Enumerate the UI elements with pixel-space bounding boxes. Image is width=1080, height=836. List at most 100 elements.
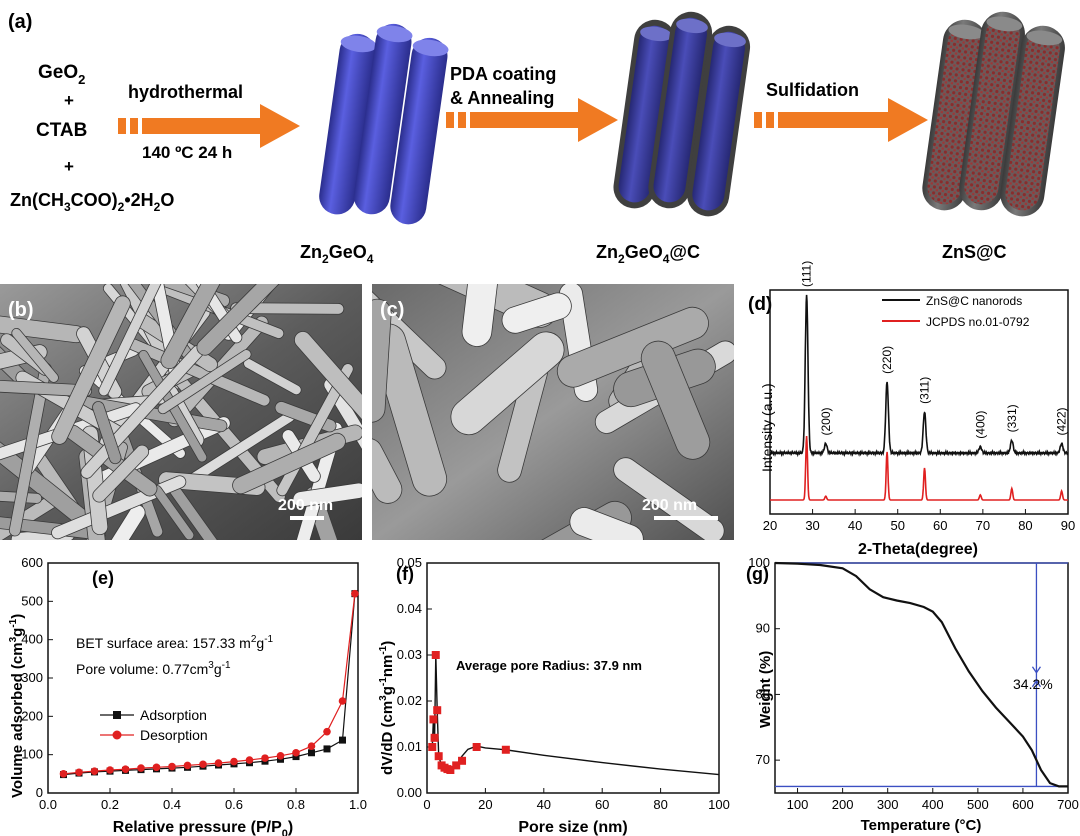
bet-y-tick-label: 400 (21, 632, 43, 647)
pore-point (429, 715, 438, 724)
bet-point-desorption (351, 589, 359, 598)
xrd-peak-label: (220) (880, 346, 894, 374)
sem-nanorod (569, 507, 644, 540)
pore-x-tick-label: 0 (423, 797, 430, 812)
sem-nanorod (100, 504, 146, 540)
bet-point-adsorption (292, 753, 300, 761)
tga-arrow-up (1031, 679, 1041, 688)
bet-point-desorption (338, 697, 347, 705)
sem-nanorod (160, 284, 235, 370)
panel-label-c: (c) (380, 299, 404, 321)
panel-label-e: (e) (92, 568, 114, 588)
sem-nanorod (294, 331, 362, 442)
bet-point-adsorption (323, 745, 331, 753)
bet-point-desorption (106, 766, 114, 774)
xrd-x-tick-label: 50 (890, 518, 904, 533)
bet-point-desorption (214, 759, 223, 767)
sem-nanorod (613, 457, 725, 540)
reagent-geo2: GeO2 (38, 62, 85, 87)
pore-markers (428, 651, 510, 774)
pore-annotation: Average pore Radius: 37.9 nm (456, 658, 642, 673)
sem-nanorod (501, 292, 572, 334)
panel-label-g: (g) (746, 564, 769, 584)
bet-legend-marker-adsorption (113, 711, 121, 719)
panel-d-xrd: (d) 20 30 40 50 60 70 80 90 (111) (200) (220) (311… (748, 261, 1075, 558)
reagent-ctab: CTAB (36, 120, 87, 141)
tga-y-tick-label: 100 (748, 555, 770, 570)
pore-point (452, 761, 461, 770)
xrd-legend-ref: JCPDS no.01-0792 (926, 315, 1030, 329)
pore-y-tick-label: 0.02 (397, 693, 422, 708)
tga-x-label: Temperature (°C) (861, 817, 982, 834)
bet-point-desorption (245, 756, 254, 764)
panel-g-tga: (g) 100 200 300 400 500 600 700 70 80 90 100 34.2%… (746, 555, 1079, 834)
sem-nanorod (196, 284, 322, 356)
xrd-x-tick-label: 30 (805, 518, 819, 533)
panel-b-sem: (b) 200 nm (0, 284, 362, 540)
xrd-x-tick-label: 60 (933, 518, 947, 533)
pore-y-tick-label: 0.05 (397, 555, 422, 570)
pore-x-label: Pore size (nm) (518, 819, 627, 836)
xrd-x-tick-label: 40 (848, 518, 862, 533)
xrd-reference-line (770, 435, 1068, 501)
tga-x-tick-label: 300 (877, 797, 899, 812)
tga-y-tick-label: 80 (756, 686, 770, 701)
bet-x-tick-label: 0.8 (287, 797, 305, 812)
tga-y-label: Weight (%) (757, 651, 774, 728)
tga-weight-curve (774, 561, 1068, 788)
pore-x-tick-label: 60 (595, 797, 609, 812)
pore-x-tick-label: 40 (537, 797, 551, 812)
sem-b-nanorods (0, 284, 362, 540)
bet-point-desorption (152, 763, 161, 772)
xrd-x-tick-label: 80 (1018, 518, 1032, 533)
bet-point-desorption (292, 748, 300, 757)
bet-point-desorption (323, 727, 331, 736)
bet-point-desorption (59, 770, 68, 778)
bet-point-desorption (137, 764, 145, 772)
xrd-peak-label: (200) (819, 407, 833, 435)
arrow-step-2 (446, 98, 618, 142)
pore-point (434, 752, 443, 761)
pore-x-tick-label: 80 (653, 797, 667, 812)
panel-label-b: (b) (8, 299, 34, 321)
panel-label-d: (d) (748, 294, 772, 315)
pore-point (433, 706, 442, 715)
sem-nanorod (157, 349, 252, 415)
sem-c-nanorods (372, 284, 734, 540)
xrd-legend-sample: ZnS@C nanorods (926, 294, 1022, 308)
panel-a-scheme: (a) GeO2 + CTAB + Zn(CH3COO)2•2H2O hydro… (8, 11, 1065, 266)
bet-point-desorption (276, 752, 285, 760)
bet-x-tick-label: 0.4 (163, 797, 181, 812)
pore-y-tick-label: 0.00 (397, 785, 422, 800)
product-zn2geo4-c: Zn2GeO4@C (596, 242, 700, 266)
tga-axis-ticks: 100 200 300 400 500 600 700 70 80 90 100 (748, 555, 1079, 812)
tga-reference-lines (775, 562, 1068, 788)
pore-y-tick-label: 0.01 (397, 739, 422, 754)
bet-y-tick-label: 0 (36, 785, 43, 800)
xrd-sample-line (769, 294, 1069, 458)
bet-x-tick-label: 1.0 (349, 797, 367, 812)
xrd-x-label: 2-Theta(degree) (858, 541, 978, 558)
sem-nanorod (372, 437, 403, 504)
panel-label-f: (f) (396, 564, 414, 584)
sem-nanorod (292, 482, 362, 508)
pore-point (446, 766, 455, 774)
tga-x-tick-label: 700 (1057, 797, 1079, 812)
pore-point (472, 743, 481, 751)
pore-x-tick-label: 20 (478, 797, 492, 812)
bet-point-desorption (199, 760, 207, 769)
step2-label-line1: PDA coating (450, 64, 556, 84)
bet-legend-marker-desorption (112, 730, 122, 740)
step1-label: hydrothermal (128, 82, 243, 102)
product-zn2geo4: Zn2GeO4 (300, 242, 374, 266)
reagent-plus-1: + (64, 91, 74, 110)
bet-y-tick-label: 300 (21, 670, 43, 685)
xrd-peak-label: (400) (973, 411, 987, 439)
xrd-x-tick-label: 20 (763, 518, 777, 533)
pore-y-tick-label: 0.04 (397, 601, 422, 616)
bet-point-adsorption (339, 736, 346, 744)
zn2geo4-c-rods (613, 11, 751, 217)
pore-y-tick-label: 0.03 (397, 647, 422, 662)
tga-x-tick-label: 200 (832, 797, 854, 812)
